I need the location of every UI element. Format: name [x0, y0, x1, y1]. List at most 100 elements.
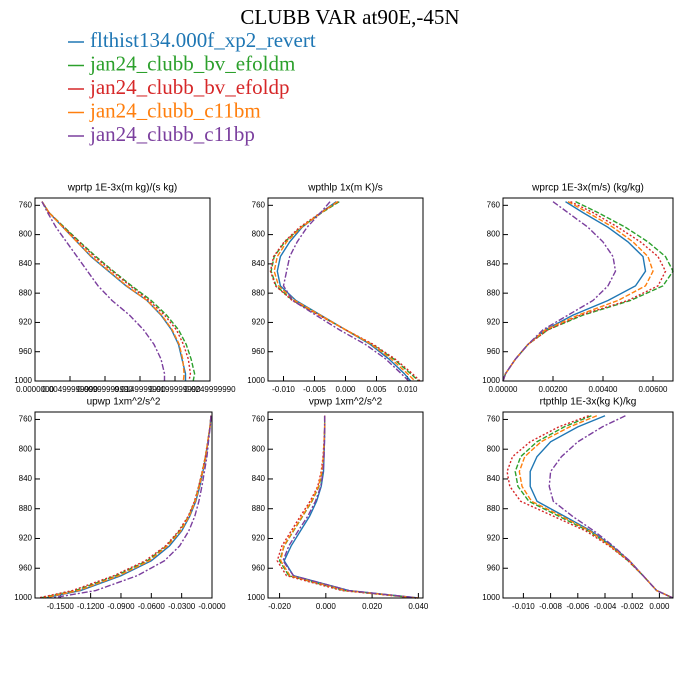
profile-line: [41, 201, 185, 382]
y-tick-label: 880: [487, 288, 501, 297]
y-tick-label: 880: [19, 288, 33, 297]
y-tick-label: 840: [252, 259, 266, 268]
profile-line: [518, 415, 674, 599]
y-tick-label: 920: [252, 534, 266, 543]
x-tick-label: 0.000: [335, 385, 356, 394]
x-tick-label: -0.002: [621, 602, 644, 611]
y-tick-label: 760: [19, 415, 33, 424]
y-tick-label: 920: [487, 534, 501, 543]
x-tick-label: -0.010: [272, 385, 295, 394]
y-tick-label: 1000: [14, 593, 32, 602]
x-tick-label: -0.0300: [168, 602, 196, 611]
x-tick-label: 0.00600: [639, 385, 668, 394]
panel-title: rtpthlp 1E-3x(kg K)/kg: [540, 397, 637, 408]
plot-frame: [34, 411, 213, 599]
y-tick-label: 1000: [482, 593, 500, 602]
y-tick-label: 840: [19, 259, 33, 268]
panel-title: upwp 1xm^2/s^2: [87, 397, 161, 408]
profile-line: [269, 201, 421, 382]
y-tick-label: 880: [19, 504, 33, 513]
x-tick-label: 0.000: [649, 602, 670, 611]
main-title: CLUBB VAR at90E,-45N: [240, 5, 459, 29]
profile-line: [502, 201, 617, 382]
legend-label: jan24_clubb_bv_efoldp: [89, 75, 289, 99]
x-tick-label: -0.0900: [107, 602, 135, 611]
x-tick-label: -0.010: [512, 602, 535, 611]
x-tick-label: 0.0000000: [16, 385, 54, 394]
x-tick-label: 0.00400: [589, 385, 618, 394]
y-tick-label: 800: [19, 444, 33, 453]
profile-line: [282, 201, 410, 382]
y-tick-label: 760: [19, 200, 33, 209]
x-tick-label: -0.0600: [138, 602, 166, 611]
y-tick-label: 920: [19, 318, 33, 327]
y-tick-label: 760: [252, 415, 266, 424]
profile-line: [273, 201, 416, 382]
y-tick-label: 800: [252, 230, 266, 239]
x-tick-label: -0.006: [566, 602, 589, 611]
x-tick-label: -0.004: [594, 602, 617, 611]
y-tick-label: 960: [252, 563, 266, 572]
profile-line: [506, 415, 674, 599]
x-tick-label: -0.1200: [77, 602, 105, 611]
y-tick-label: 920: [252, 318, 266, 327]
profile-line: [282, 415, 419, 599]
profile-line: [41, 201, 166, 381]
y-tick-label: 960: [487, 347, 501, 356]
y-tick-label: 1000: [247, 376, 265, 385]
x-tick-label: 0.020: [362, 602, 383, 611]
panel-title: vpwp 1xm^2/s^2: [309, 397, 383, 408]
plot-frame: [267, 197, 424, 382]
profile-line: [276, 201, 412, 382]
y-tick-label: 760: [252, 200, 266, 209]
x-tick-label: 0.00000: [489, 385, 518, 394]
y-tick-label: 840: [19, 474, 33, 483]
x-tick-label: 0.000: [316, 602, 337, 611]
y-tick-label: 880: [252, 288, 266, 297]
legend-label: jan24_clubb_c11bm: [89, 98, 261, 122]
y-tick-label: 840: [487, 474, 501, 483]
x-tick-label: -0.020: [268, 602, 291, 611]
x-tick-label: 0.0249999990: [184, 385, 236, 394]
x-tick-label: -0.005: [303, 385, 326, 394]
y-tick-label: 800: [487, 230, 501, 239]
x-tick-label: 0.00200: [539, 385, 568, 394]
legend-label: flthist134.000f_xp2_revert: [90, 28, 316, 52]
profile-line: [270, 201, 420, 382]
y-tick-label: 920: [487, 318, 501, 327]
plot-frame: [502, 411, 674, 599]
x-tick-label: -0.1500: [47, 602, 75, 611]
x-tick-label: 0.010: [397, 385, 418, 394]
y-tick-label: 1000: [247, 593, 265, 602]
panel-title: wprtp 1E-3x(m kg)/(s kg): [67, 183, 177, 194]
x-tick-label: 0.0149999990: [114, 385, 166, 394]
y-tick-label: 1000: [14, 376, 32, 385]
panel-title: wpthlp 1x(m K)/s: [307, 183, 382, 194]
profile-line: [42, 415, 212, 599]
y-tick-label: 880: [252, 504, 266, 513]
y-tick-label: 960: [19, 563, 33, 572]
y-tick-label: 840: [487, 259, 501, 268]
y-tick-label: 800: [252, 444, 266, 453]
y-tick-label: 1000: [482, 376, 500, 385]
y-tick-label: 800: [19, 230, 33, 239]
x-tick-label: -0.0000: [198, 602, 226, 611]
x-tick-label: 0.00499999990: [42, 385, 98, 394]
x-tick-label: 0.00999999990: [77, 385, 133, 394]
plot-frame: [502, 197, 674, 382]
panel-title: wprcp 1E-3x(m/s) (kg/kg): [531, 183, 644, 194]
x-tick-label: 0.0199999990: [149, 385, 201, 394]
y-tick-label: 920: [19, 534, 33, 543]
profile-line: [52, 415, 212, 599]
y-tick-label: 880: [487, 504, 501, 513]
y-tick-label: 960: [487, 563, 501, 572]
y-tick-label: 840: [252, 474, 266, 483]
legend-label: jan24_clubb_c11bp: [89, 122, 255, 146]
legend-label: jan24_clubb_bv_efoldm: [89, 51, 295, 75]
y-tick-label: 800: [487, 444, 501, 453]
y-tick-label: 760: [487, 200, 501, 209]
x-tick-label: 0.005: [366, 385, 387, 394]
x-tick-label: -0.008: [539, 602, 562, 611]
plot-frame: [34, 197, 211, 382]
